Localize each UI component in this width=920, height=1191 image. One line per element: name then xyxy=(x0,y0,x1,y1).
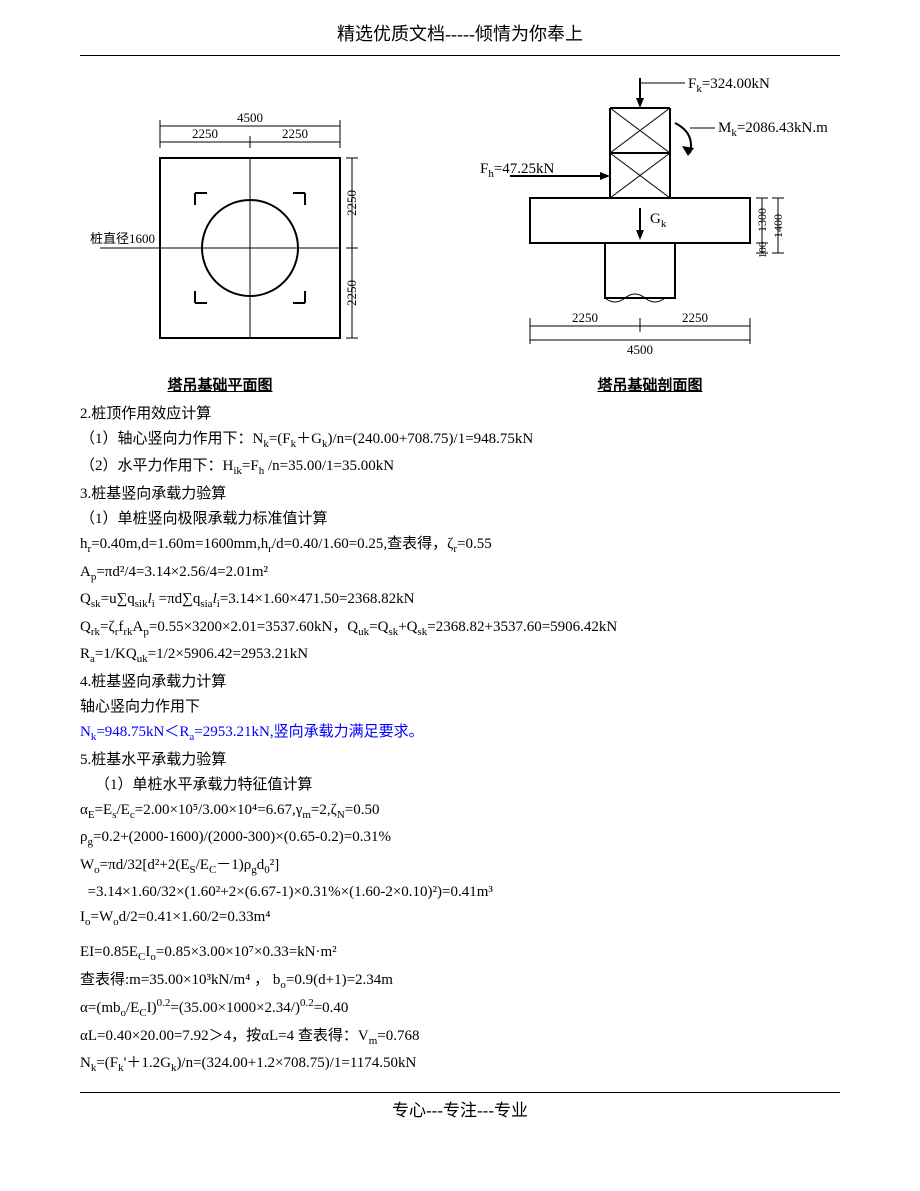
sec5-io: Io=Wod/2=0.41×1.60/2=0.33m⁴ xyxy=(80,905,840,932)
sec5-m: 查表得:m=35.00×10³kN/m⁴ ， bo=0.9(d+1)=2.34m xyxy=(80,968,840,995)
svg-text:2250: 2250 xyxy=(282,126,308,141)
svg-text:2250: 2250 xyxy=(344,280,359,306)
section-caption: 塔吊基础剖面图 xyxy=(597,374,702,398)
section-svg: Fk=324.00kN Mk=2086.43kN.m Fh=47.25kN Gk xyxy=(460,68,840,368)
figures-row: 4500 2250 2250 2250 2250 桩直径1600 塔吊基础平面图 xyxy=(80,68,840,398)
plan-svg: 4500 2250 2250 2250 2250 桩直径1600 xyxy=(80,98,360,368)
sec2-2: （2）水平力作用下：Hik=Fh /n=35.00/1=35.00kN xyxy=(80,454,840,481)
header-title: 精选优质文档-----倾情为你奉上 xyxy=(80,20,840,49)
svg-text:Fh=47.25kN: Fh=47.25kN xyxy=(480,161,555,180)
sec4-result: Nk=948.75kN＜Ra=2953.21kN,竖向承载力满足要求。 xyxy=(80,720,840,747)
sec5-alpha: α=(mbo/ECI)0.2=(35.00×1000×2.34/)0.2=0.4… xyxy=(80,995,840,1023)
sec5-aL: αL=0.40×20.00=7.92＞4，按αL=4 查表得：Vm=0.768 xyxy=(80,1024,840,1051)
sec5-title: 5.桩基水平承载力验算 xyxy=(80,748,840,772)
sec4-1: 轴心竖向力作用下 xyxy=(80,695,840,719)
header-rule xyxy=(80,55,840,56)
footer-rule xyxy=(80,1092,840,1093)
sec5-1: （1）单桩水平承载力特征值计算 xyxy=(80,773,840,797)
svg-text:2250: 2250 xyxy=(344,190,359,216)
sec3-1: （1）单桩竖向极限承载力标准值计算 xyxy=(80,507,840,531)
svg-text:1300: 1300 xyxy=(755,208,769,232)
svg-text:桩直径1600: 桩直径1600 xyxy=(90,231,155,246)
sec3-qsk: Qsk=u∑qsikli =πd∑qsiali=3.14×1.60×471.50… xyxy=(80,587,840,614)
svg-text:Fk=324.00kN: Fk=324.00kN xyxy=(688,76,770,95)
svg-text:2250: 2250 xyxy=(192,126,218,141)
sec5-nk: Nk=(Fk'＋1.2Gk)/n=(324.00+1.2×708.75)/1=1… xyxy=(80,1051,840,1078)
sec3-qrk: Qrk=ζrfrkAp=0.55×3200×2.01=3537.60kN，Quk… xyxy=(80,615,840,642)
sec5-wo2: =3.14×1.60/32×(1.60²+2×(6.67-1)×0.31%×(1… xyxy=(80,880,840,904)
svg-text:1400: 1400 xyxy=(771,214,785,238)
sec3-ap: Ap=πd²/4=3.14×2.56/4=2.01m² xyxy=(80,560,840,587)
sec5-wo: Wo=πd/32[d²+2(ES/EC－1)ρgd0²] xyxy=(80,853,840,880)
svg-text:4500: 4500 xyxy=(627,342,653,357)
sec3-ra: Ra=1/KQuk=1/2×5906.42=2953.21kN xyxy=(80,642,840,669)
plan-caption: 塔吊基础平面图 xyxy=(167,374,272,398)
sec5-rho: ρg=0.2+(2000-1600)/(2000-300)×(0.65-0.2)… xyxy=(80,825,840,852)
sec4-title: 4.桩基竖向承载力计算 xyxy=(80,670,840,694)
section-figure: Fk=324.00kN Mk=2086.43kN.m Fh=47.25kN Gk xyxy=(460,68,840,398)
svg-text:Mk=2086.43kN.m: Mk=2086.43kN.m xyxy=(718,120,828,139)
svg-text:2250: 2250 xyxy=(572,310,598,325)
svg-text:2250: 2250 xyxy=(682,310,708,325)
svg-text:4500: 4500 xyxy=(237,110,263,125)
sec3-hr: hr=0.40m,d=1.60m=1600mm,hr/d=0.40/1.60=0… xyxy=(80,532,840,559)
svg-text:100: 100 xyxy=(757,241,769,258)
footer-title: 专心---专注---专业 xyxy=(80,1097,840,1124)
plan-figure: 4500 2250 2250 2250 2250 桩直径1600 塔吊基础平面图 xyxy=(80,98,360,398)
svg-text:Gk: Gk xyxy=(650,211,667,230)
sec5-ei: EI=0.85ECIo=0.85×3.00×10⁷×0.33=kN·m² xyxy=(80,940,840,967)
sec5-aE: αE=Es/Ec=2.00×10⁵/3.00×10⁴=6.67,γm=2,ζN=… xyxy=(80,798,840,825)
sec2-1: （1）轴心竖向力作用下：Nk=(Fk＋Gk)/n=(240.00+708.75)… xyxy=(80,427,840,454)
sec2-title: 2.桩顶作用效应计算 xyxy=(80,402,840,426)
sec3-title: 3.桩基竖向承载力验算 xyxy=(80,482,840,506)
